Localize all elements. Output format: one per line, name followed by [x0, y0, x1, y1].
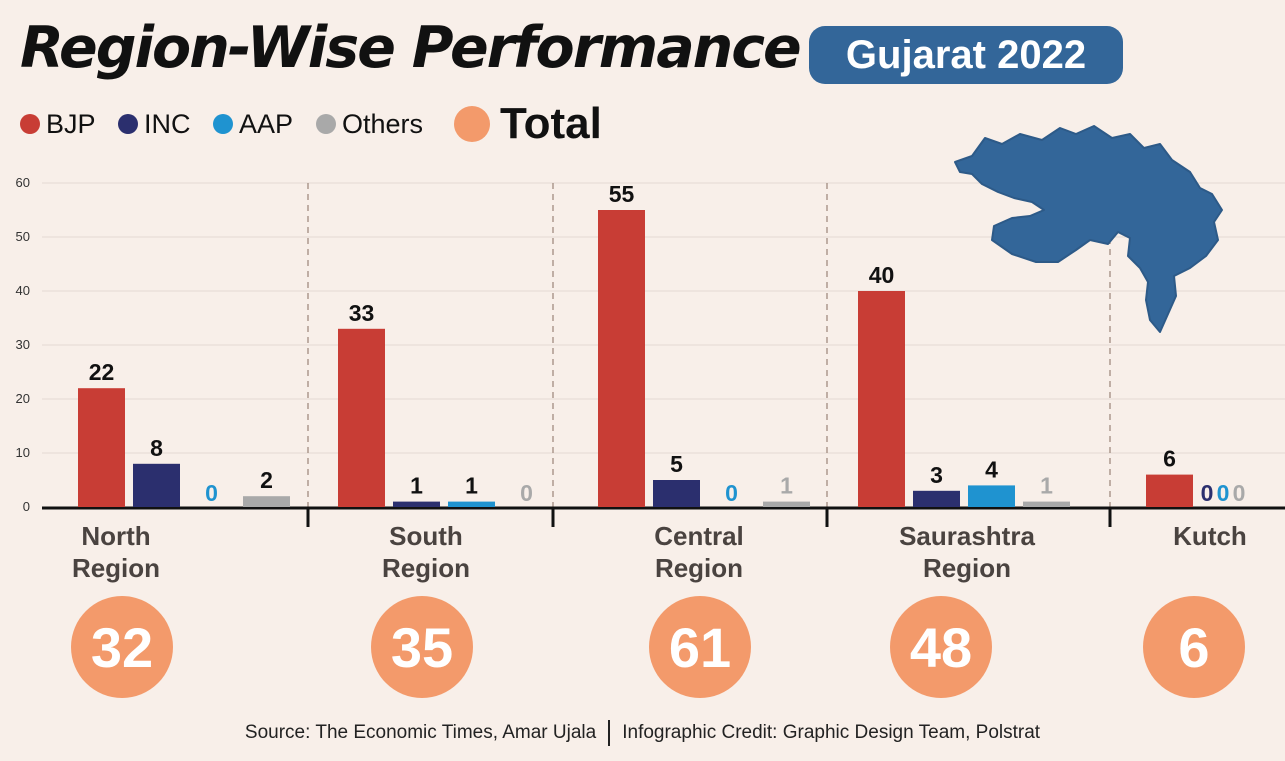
bar-aap [968, 485, 1015, 507]
legend-item-inc: INC [118, 100, 191, 148]
bar-value-label: 0 [725, 480, 738, 506]
bar-inc [133, 463, 180, 507]
legend-item-others: Others [316, 100, 423, 148]
total-value-label: 48 [910, 616, 972, 679]
bar-value-label: 0 [1217, 480, 1230, 506]
bar-value-label: 0 [520, 480, 533, 506]
gujarat-map-icon [954, 125, 1223, 333]
bar-inc [393, 501, 440, 507]
bar-value-label: 1 [1040, 473, 1053, 499]
total-circle [371, 596, 473, 698]
legend-label-bjp: BJP [46, 108, 96, 139]
legend-swatch-total [454, 106, 490, 142]
bar-value-label: 5 [670, 451, 683, 477]
chart-title: Region-Wise Performance [20, 15, 802, 81]
category-label: Region [655, 553, 743, 583]
y-tick-label: 50 [16, 229, 30, 244]
bar-bjp [598, 210, 645, 507]
bar-aap [448, 501, 495, 507]
bar-bjp [858, 291, 905, 507]
bar-value-label: 2 [260, 467, 273, 493]
state-year-badge: Gujarat 2022 [809, 26, 1123, 84]
y-tick-label: 30 [16, 337, 30, 352]
category-label: Region [382, 553, 470, 583]
bar-value-label: 6 [1163, 446, 1176, 472]
y-tick-label: 10 [16, 445, 30, 460]
bar-value-label: 1 [410, 473, 423, 499]
bar-bjp [338, 328, 385, 507]
legend-swatch-others [316, 114, 336, 134]
y-tick-label: 40 [16, 283, 30, 298]
source-text: Source: The Economic Times, Amar Ujala [244, 722, 597, 744]
category-label: Kutch [1173, 521, 1247, 551]
bar-bjp [1146, 474, 1193, 507]
y-tick-label: 60 [16, 175, 30, 190]
bar-bjp [78, 388, 125, 507]
bar-value-label: 40 [869, 262, 895, 288]
legend-item-total: Total [454, 99, 602, 148]
map-layer [954, 125, 1223, 333]
bar-others [763, 501, 810, 507]
total-value-label: 32 [91, 616, 153, 679]
category-label: Saurashtra [899, 521, 1035, 551]
legend-label-total: Total [500, 99, 602, 148]
y-tick-label: 0 [23, 499, 30, 514]
legend-item-aap: AAP [213, 100, 293, 148]
bar-value-label: 1 [465, 473, 478, 499]
bar-value-label: 22 [89, 359, 115, 385]
legend-swatch-bjp [20, 114, 40, 134]
bar-inc [653, 480, 700, 507]
total-value-label: 6 [1178, 616, 1209, 679]
bar-inc [913, 490, 960, 507]
legend-label-aap: AAP [239, 108, 294, 139]
category-label: Region [72, 553, 160, 583]
category-label: North [81, 521, 150, 551]
total-circle [71, 596, 173, 698]
legend-label-inc: INC [144, 108, 191, 139]
total-value-label: 35 [391, 616, 453, 679]
legend-item-bjp: BJP [20, 100, 96, 148]
total-circle [649, 596, 751, 698]
legend-swatch-aap [213, 114, 233, 134]
footer: Source: The Economic Times, Amar Ujala In… [0, 720, 1285, 746]
category-label: Central [654, 521, 744, 551]
bar-value-label: 0 [1201, 480, 1214, 506]
bar-value-label: 1 [780, 473, 793, 499]
bar-value-label: 8 [150, 435, 163, 461]
legend-label-others: Others [342, 108, 424, 139]
bars-layer [71, 210, 1245, 698]
y-tick-label: 20 [16, 391, 30, 406]
bar-value-label: 0 [205, 480, 218, 506]
bar-value-label: 4 [985, 456, 998, 482]
category-label: South [389, 521, 463, 551]
total-circle [890, 596, 992, 698]
bar-value-label: 3 [930, 462, 943, 488]
total-value-label: 61 [669, 616, 731, 679]
category-label: Region [923, 553, 1011, 583]
legend: BJP INC AAP Others Total [20, 99, 660, 148]
footer-divider [608, 720, 611, 746]
bar-others [1023, 501, 1070, 507]
credit-text: Infographic Credit: Graphic Design Team,… [622, 722, 1041, 744]
legend-swatch-inc [118, 114, 138, 134]
bar-others [243, 496, 290, 507]
bar-value-label: 55 [609, 181, 635, 207]
bar-value-label: 33 [349, 300, 375, 326]
total-circle [1143, 596, 1245, 698]
bar-value-label: 0 [1233, 480, 1246, 506]
